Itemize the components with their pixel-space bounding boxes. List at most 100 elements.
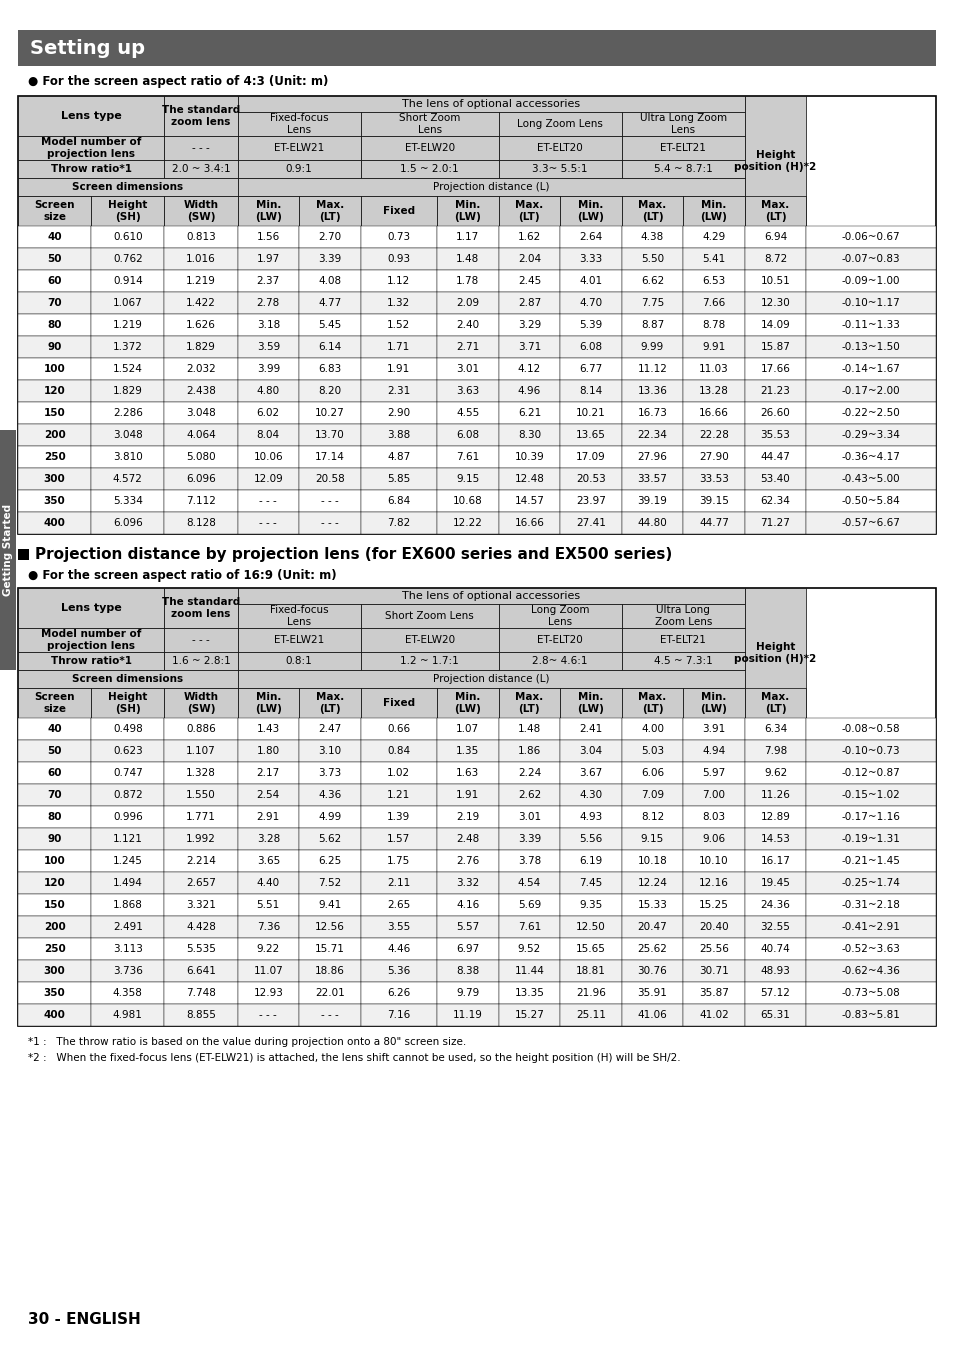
Text: 8.20: 8.20 (318, 386, 341, 396)
Text: 80: 80 (48, 320, 62, 329)
Text: 2.91: 2.91 (256, 811, 279, 822)
Bar (682, 446, 744, 468)
Bar (498, 740, 559, 761)
Bar (164, 161, 237, 178)
Bar (18, 225, 91, 248)
Bar (559, 784, 621, 806)
Text: 3.99: 3.99 (256, 364, 279, 374)
Text: 40.74: 40.74 (760, 944, 790, 954)
Bar (498, 424, 559, 446)
Text: 60: 60 (48, 275, 62, 286)
Bar (744, 850, 805, 872)
Bar (18, 1004, 91, 1026)
Bar (744, 379, 805, 402)
Bar (559, 196, 621, 225)
Bar (498, 196, 559, 225)
Text: 9.62: 9.62 (763, 768, 786, 778)
Bar (559, 761, 621, 784)
Bar (498, 161, 621, 178)
Text: Short Zoom
Lens: Short Zoom Lens (398, 113, 459, 135)
Text: Ultra Long
Zoom Lens: Ultra Long Zoom Lens (654, 605, 711, 628)
Text: ET-ELW21: ET-ELW21 (274, 634, 324, 645)
Text: 2.62: 2.62 (517, 790, 540, 801)
Bar (436, 938, 498, 960)
Bar (237, 178, 744, 196)
Text: - - -: - - - (320, 1010, 338, 1021)
Text: 4.93: 4.93 (578, 811, 602, 822)
Text: 1.21: 1.21 (387, 790, 410, 801)
Bar (360, 894, 436, 917)
Text: 12.24: 12.24 (637, 878, 667, 888)
Bar (91, 894, 164, 917)
Bar (744, 248, 805, 270)
Text: -0.17~2.00: -0.17~2.00 (841, 386, 900, 396)
Text: 6.02: 6.02 (256, 408, 279, 418)
Bar (298, 828, 360, 850)
Bar (621, 468, 682, 490)
Bar (237, 981, 298, 1004)
Bar (360, 379, 436, 402)
Bar (744, 292, 805, 315)
Text: 6.26: 6.26 (387, 988, 410, 998)
Text: 1.78: 1.78 (456, 275, 479, 286)
Text: ET-ELT21: ET-ELT21 (659, 634, 705, 645)
Text: 4.36: 4.36 (318, 790, 341, 801)
Bar (498, 981, 559, 1004)
Text: 12.50: 12.50 (576, 922, 605, 931)
Text: ET-ELW20: ET-ELW20 (404, 634, 455, 645)
Bar (682, 315, 744, 336)
Text: 3.33: 3.33 (578, 254, 602, 265)
Bar (164, 806, 237, 828)
Text: *1 :   The throw ratio is based on the value during projection onto a 80" screen: *1 : The throw ratio is based on the val… (28, 1037, 466, 1048)
Text: 350: 350 (44, 988, 66, 998)
Bar (237, 402, 298, 424)
Bar (298, 894, 360, 917)
Bar (744, 981, 805, 1004)
Text: 9.15: 9.15 (640, 834, 663, 844)
Text: Ultra Long Zoom
Lens: Ultra Long Zoom Lens (639, 113, 726, 135)
Bar (360, 981, 436, 1004)
Text: 8.14: 8.14 (578, 386, 602, 396)
Text: 40: 40 (48, 232, 62, 242)
Text: 1.550: 1.550 (186, 790, 215, 801)
Bar (298, 512, 360, 535)
Text: 90: 90 (48, 834, 62, 844)
Text: 30 - ENGLISH: 30 - ENGLISH (28, 1312, 141, 1327)
Text: 3.55: 3.55 (387, 922, 410, 931)
Text: 5.97: 5.97 (701, 768, 725, 778)
Text: -0.07~0.83: -0.07~0.83 (841, 254, 900, 265)
Text: Min.
(LW): Min. (LW) (254, 691, 281, 714)
Text: 24.36: 24.36 (760, 900, 790, 910)
Bar (805, 468, 935, 490)
Bar (18, 358, 91, 379)
Bar (298, 315, 360, 336)
Bar (237, 652, 360, 670)
Bar (744, 402, 805, 424)
Text: 11.44: 11.44 (514, 967, 544, 976)
Bar (436, 379, 498, 402)
Bar (18, 402, 91, 424)
Bar (621, 248, 682, 270)
Bar (298, 917, 360, 938)
Bar (805, 225, 935, 248)
Bar (360, 424, 436, 446)
Bar (682, 806, 744, 828)
Text: 10.68: 10.68 (453, 495, 482, 506)
Text: Min.
(LW): Min. (LW) (577, 200, 603, 223)
Bar (559, 315, 621, 336)
Text: Width
(SW): Width (SW) (183, 200, 218, 223)
Text: Min.
(LW): Min. (LW) (454, 200, 480, 223)
Text: 6.97: 6.97 (456, 944, 479, 954)
Bar (621, 1004, 682, 1026)
Bar (18, 806, 91, 828)
Bar (682, 718, 744, 740)
Bar (436, 468, 498, 490)
Text: 3.39: 3.39 (318, 254, 341, 265)
Text: 11.03: 11.03 (699, 364, 728, 374)
Text: 21.23: 21.23 (760, 386, 790, 396)
Bar (360, 603, 498, 628)
Text: Max.
(LT): Max. (LT) (515, 200, 543, 223)
Bar (682, 424, 744, 446)
Bar (91, 446, 164, 468)
Text: 10.27: 10.27 (314, 408, 344, 418)
